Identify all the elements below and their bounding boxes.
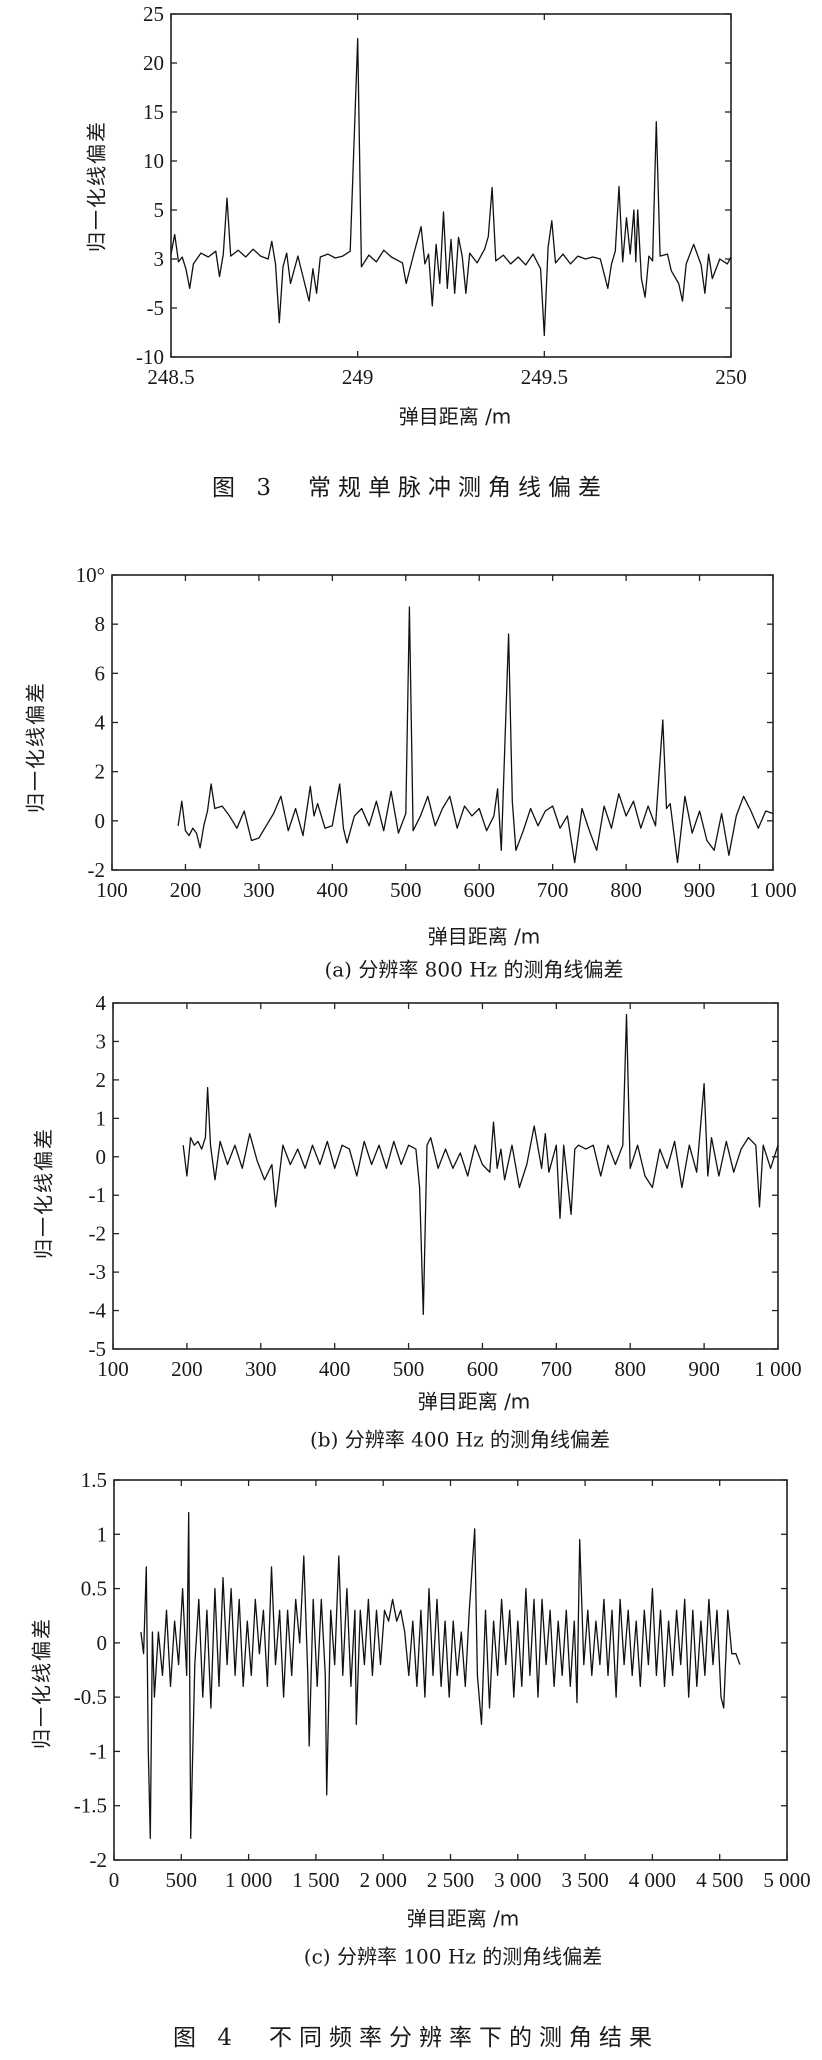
fig4b-x-axis-label: 弹目距离 /m [417, 1389, 531, 1414]
fig4c-x-tick-label: 4 500 [696, 1868, 743, 1892]
fig4a-subcaption: (a) 分辨率 800 Hz 的测角线偏差 [324, 957, 624, 982]
fig4a-x-axis-label: 弹目距离 /m [427, 924, 541, 949]
fig4b-x-tick-label: 800 [614, 1357, 646, 1381]
fig4b-y-tick-label: 2 [96, 1068, 107, 1092]
fig4a-plot-frame [111, 574, 774, 871]
fig4a-x-tick-label: 600 [463, 878, 495, 902]
fig4b-y-tick-label: -5 [89, 1337, 107, 1361]
fig4a-y-axis-label: 归一化线偏差 [23, 681, 48, 813]
fig4b-y-axis-label: 归一化线偏差 [31, 1127, 56, 1259]
fig3-x-tick-label: 250 [715, 365, 747, 389]
fig4c-x-tick-label: 1 000 [225, 1868, 272, 1892]
fig4a-x-tick-label: 900 [684, 878, 716, 902]
fig3-y-tick-label: 10 [143, 149, 164, 173]
fig3-y-tick-label: -5 [147, 296, 165, 320]
fig4c-subcaption: (c) 分辨率 100 Hz 的测角线偏差 [303, 1944, 603, 1969]
fig3-x-axis-label: 弹目距离 /m [398, 404, 512, 429]
fig4b-x-tick-label: 700 [541, 1357, 573, 1381]
fig4c-x-tick-label: 3 000 [494, 1868, 541, 1892]
fig4b-y-tick-label: 4 [96, 991, 107, 1015]
fig4a-y-tick-label: 10° [76, 563, 105, 587]
fig4c-x-tick-label: 0 [109, 1868, 120, 1892]
fig4a-y-tick-label: 2 [95, 760, 106, 784]
fig4b-y-tick-label: -4 [89, 1299, 107, 1323]
fig4c-y-tick-label: -1.5 [74, 1794, 107, 1818]
fig4b-x-tick-label: 400 [319, 1357, 351, 1381]
fig4b-x-tick-label: 100 [97, 1357, 129, 1381]
fig3-y-tick-label: -10 [136, 345, 164, 369]
fig4b-x-tick-label: 1 000 [754, 1357, 801, 1381]
fig3-caption: 图 3 常规单脉冲测角线偏差 [212, 475, 608, 501]
fig4b-subcaption: (b) 分辨率 400 Hz 的测角线偏差 [310, 1427, 610, 1452]
fig4c-x-tick-label: 5 000 [763, 1868, 810, 1892]
fig4a-x-tick-label: 500 [390, 878, 422, 902]
fig3-y-tick-label: 25 [143, 2, 164, 26]
fig4b-data-line [182, 1013, 779, 1316]
fig4b-x-tick-label: 300 [245, 1357, 277, 1381]
fig3-x-tick-label: 248.5 [147, 365, 194, 389]
fig4a-x-tick-label: 300 [243, 878, 275, 902]
fig4a-y-tick-label: 8 [95, 612, 106, 636]
fig4a-x-tick-label: 1 000 [749, 878, 796, 902]
fig4c-y-tick-label: -1 [90, 1739, 108, 1763]
fig4c-y-tick-label: 0.5 [81, 1577, 107, 1601]
fig4c-x-tick-label: 3 500 [561, 1868, 608, 1892]
fig4b-y-tick-label: 3 [96, 1029, 107, 1053]
fig4c-x-axis-label: 弹目距离 /m [406, 1906, 520, 1931]
fig4b-y-tick-label: -1 [89, 1183, 107, 1207]
fig4a-x-tick-label: 100 [96, 878, 128, 902]
fig4a-x-tick-label: 400 [317, 878, 349, 902]
fig4c-y-axis-label: 归一化线偏差 [29, 1617, 54, 1749]
fig4b-y-tick-label: -2 [89, 1222, 107, 1246]
fig3-plot-frame [170, 13, 732, 358]
fig4c-data-line [140, 1511, 741, 1839]
fig4c-y-tick-label: -2 [90, 1848, 108, 1872]
fig4a-y-tick-label: -2 [88, 858, 106, 882]
fig4-caption: 图 4 不同频率分辨率下的测角结果 [173, 2025, 659, 2051]
fig4a-x-tick-label: 200 [170, 878, 202, 902]
fig4a-x-tick-label: 700 [537, 878, 569, 902]
fig4a-y-tick-label: 4 [95, 711, 106, 735]
fig4b-plot-frame [112, 1002, 779, 1350]
fig4c-y-tick-label: -0.5 [74, 1685, 107, 1709]
fig4a-y-tick-label: 6 [95, 661, 106, 685]
fig3-y-tick-label: 20 [143, 51, 164, 75]
fig3-y-tick-label: 15 [143, 100, 164, 124]
fig4b-x-tick-label: 200 [171, 1357, 203, 1381]
fig4c-x-tick-label: 2 500 [427, 1868, 474, 1892]
fig3-x-tick-label: 249.5 [521, 365, 568, 389]
fig4b-x-tick-label: 900 [688, 1357, 720, 1381]
fig4c-x-tick-label: 1 500 [292, 1868, 339, 1892]
fig4c-y-tick-label: 0 [97, 1631, 108, 1655]
fig3-x-tick-label: 249 [342, 365, 374, 389]
fig4b-x-tick-label: 600 [467, 1357, 499, 1381]
fig3-y-axis-label: 归一化线偏差 [84, 120, 109, 252]
fig4b-y-tick-label: 1 [96, 1106, 107, 1130]
fig4b-y-tick-label: 0 [96, 1145, 107, 1169]
fig4c-x-tick-label: 4 000 [629, 1868, 676, 1892]
fig4b-y-tick-label: -3 [89, 1260, 107, 1284]
fig4c-x-tick-label: 500 [166, 1868, 198, 1892]
fig3-data-line [170, 37, 732, 337]
fig4c-y-tick-label: 1.5 [81, 1468, 107, 1492]
fig4c-x-tick-label: 2 000 [360, 1868, 407, 1892]
fig3-y-tick-label: 3 [154, 247, 165, 271]
fig4c-y-tick-label: 1 [97, 1522, 108, 1546]
fig4a-data-line [177, 606, 774, 864]
fig4a-x-tick-label: 800 [610, 878, 642, 902]
fig4a-y-tick-label: 0 [95, 809, 106, 833]
fig4b-x-tick-label: 500 [393, 1357, 425, 1381]
fig3-y-tick-label: 5 [154, 198, 165, 222]
